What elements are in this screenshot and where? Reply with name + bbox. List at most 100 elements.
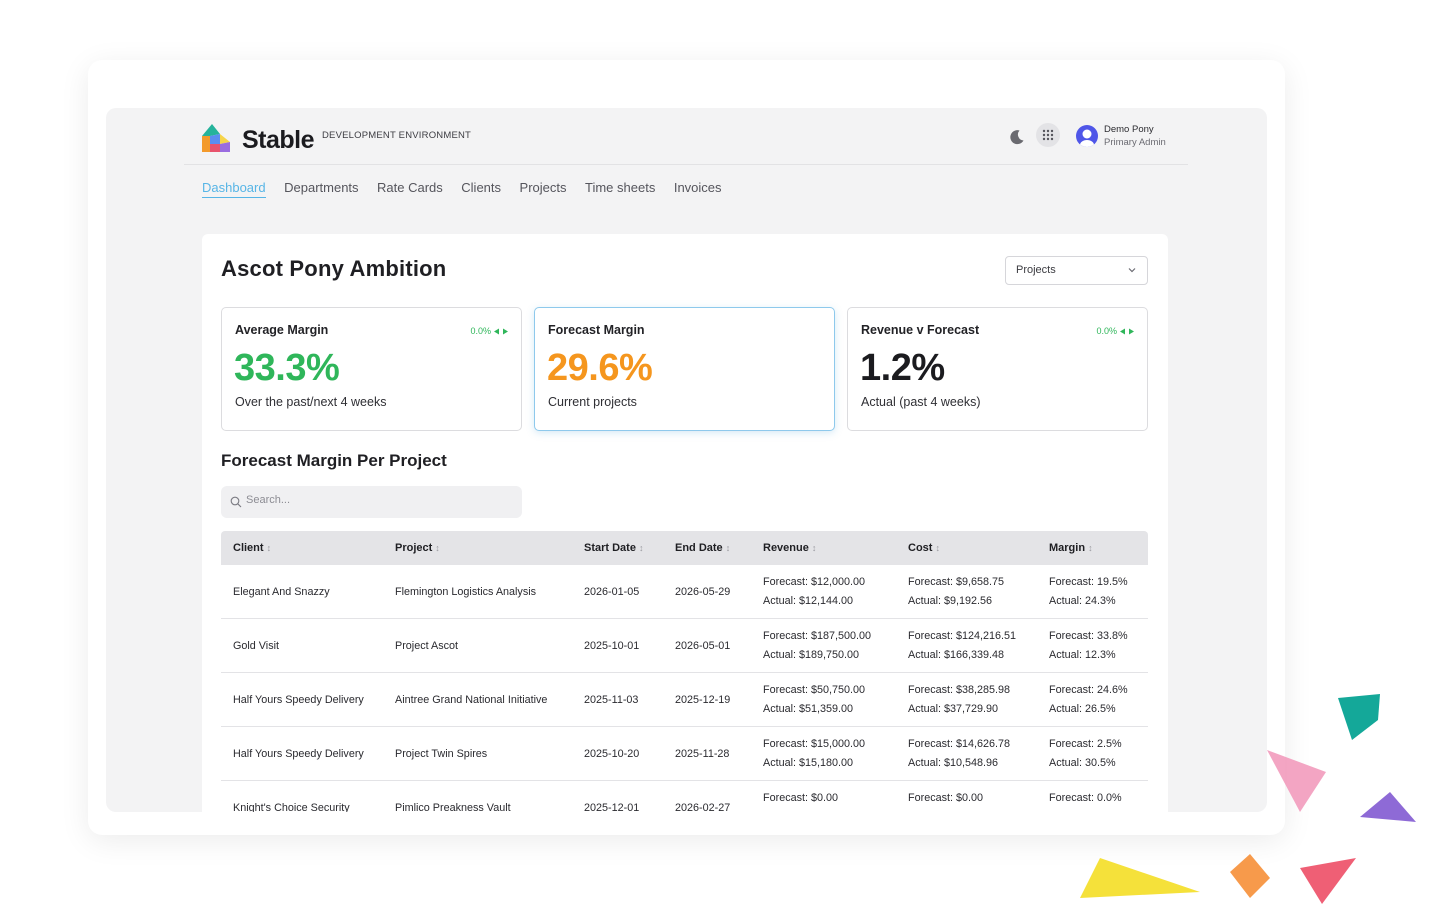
cell-margin-forecast: Forecast: 0.0% [1049,792,1122,804]
chevron-down-icon [1128,268,1136,273]
cell-start-date: 2025-12-01 [584,802,640,812]
cell-revenue-actual: Actual: $12,144.00 [763,595,854,607]
search-input[interactable] [246,494,506,506]
confetti-teal-shape [1338,694,1380,740]
column-header-end-date[interactable]: End Date ↕ [675,542,730,554]
cell-revenue-forecast: Forecast: $12,000.00 [763,576,866,588]
nav-item-time-sheets[interactable]: Time sheets [585,180,656,195]
cell-revenue-actual: Actual: $189,750.00 [763,649,860,661]
stat-value: 1.2% [860,347,945,389]
cell-client: Gold Visit [233,640,280,652]
cell-margin-actual: Actual: 24.3% [1049,595,1116,607]
cell-revenue-forecast: Forecast: $187,500.00 [763,630,872,642]
app-window: Stable DEVELOPMENT ENVIRONMENT Demo Pony… [106,108,1267,812]
cell-end-date: 2026-05-29 [675,586,731,598]
column-header-project[interactable]: Project ↕ [395,542,440,554]
table-row[interactable]: Knight's Choice Security Pimlico Preakne… [221,781,1148,812]
confetti-red-shape [1300,858,1356,904]
column-header-label: Cost [908,542,933,554]
sort-icon: ↕ [266,543,272,553]
cell-project: Project Ascot [395,640,459,652]
cell-cost-forecast: Forecast: $0.00 [908,792,984,804]
cell-margin-forecast: Forecast: 2.5% [1049,738,1122,750]
cell-client: Elegant And Snazzy [233,586,330,598]
user-role: Primary Admin [1104,137,1166,148]
cell-project: Project Twin Spires [395,748,488,760]
user-avatar-icon [1080,129,1094,147]
cell-cost-actual: Actual: $166,339.48 [908,649,1005,661]
cell-start-date: 2026-01-05 [584,586,640,598]
cell-cost-forecast: Forecast: $124,216.51 [908,630,1017,642]
apps-grid-button[interactable] [1036,123,1060,147]
cell-margin-forecast: Forecast: 19.5% [1049,576,1128,588]
stat-card-average-margin: Average Margin 0.0% 33.3% Over the past/… [221,307,522,431]
projects-table: Client ↕ Project ↕ Start Date ↕ End Date ↕ R… [221,531,1148,812]
cell-client: Knight's Choice Security [233,802,350,812]
view-select[interactable]: Projects [1005,256,1148,285]
nav-item-departments[interactable]: Departments [284,180,359,195]
stat-delta: 0.0% [1096,326,1134,336]
cell-end-date: 2026-05-01 [675,640,731,652]
decorative-confetti-shapes [1080,694,1416,904]
stat-title: Revenue v Forecast [861,323,980,337]
column-header-revenue[interactable]: Revenue ↕ [763,542,816,554]
sort-icon: ↕ [1088,543,1093,553]
sort-icon: ↕ [435,543,440,553]
cell-end-date: 2026-02-27 [675,802,731,812]
column-header-label: Start Date [584,542,636,554]
cell-project: Aintree Grand National Initiative [395,694,548,706]
user-name[interactable]: Demo Pony [1104,124,1154,135]
table-row[interactable]: Half Yours Speedy Delivery Project Twin … [221,727,1148,781]
delta-arrows-icon [1120,328,1134,334]
stat-card-revenue-v-forecast: Revenue v Forecast 0.0% 1.2% Actual (pas… [847,307,1148,431]
cell-start-date: 2025-11-03 [584,694,639,706]
sort-icon: ↕ [725,543,731,553]
search-icon [230,496,242,508]
stat-title: Average Margin [235,323,329,337]
cell-cost-actual: Actual: $37,729.90 [908,703,999,715]
confetti-purple-shape [1360,792,1416,822]
cell-margin-forecast: Forecast: 33.8% [1049,630,1128,642]
stat-delta-value: 0.0% [1096,326,1117,336]
column-header-label: Client [233,542,264,554]
column-header-label: Margin [1049,542,1086,554]
cell-revenue-forecast: Forecast: $0.00 [763,792,839,804]
stat-title: Forecast Margin [548,323,645,337]
column-header-label: End Date [675,542,723,554]
column-header-label: Revenue [763,542,809,554]
stat-value: 33.3% [234,347,340,389]
stat-subtitle: Current projects [548,395,637,409]
cell-revenue-actual: Actual: $15,180.00 [763,757,854,769]
column-header-client[interactable]: Client ↕ [233,542,271,554]
cell-project: Pimlico Preakness Vault [395,802,511,812]
cell-margin-actual: Actual: 26.5% [1049,703,1116,715]
confetti-pink-shape [1267,750,1326,812]
table-row[interactable]: Half Yours Speedy Delivery Aintree Grand… [221,673,1148,727]
cell-margin-actual: Actual: 30.5% [1049,757,1116,769]
nav-item-projects[interactable]: Projects [519,180,567,195]
column-header-start-date[interactable]: Start Date ↕ [584,542,643,554]
sort-icon: ↕ [811,543,817,553]
cell-cost-actual: Actual: $9,192.56 [908,595,993,607]
table-row[interactable]: Gold Visit Project Ascot 2025-10-01 2026… [221,619,1148,673]
cell-project: Flemington Logistics Analysis [395,586,537,598]
table-row[interactable]: Elegant And Snazzy Flemington Logistics … [221,565,1148,619]
search-box[interactable] [221,486,522,518]
sort-icon: ↕ [935,543,940,553]
nav-item-clients[interactable]: Clients [461,180,502,195]
column-header-cost[interactable]: Cost ↕ [908,542,940,554]
sort-icon: ↕ [638,543,644,553]
table-header: Client ↕ Project ↕ Start Date ↕ End Date ↕ R… [221,531,1148,565]
nav-item-dashboard[interactable]: Dashboard [202,180,266,198]
nav-item-rate-cards[interactable]: Rate Cards [377,180,443,195]
delta-arrows-icon [494,328,508,334]
dark-mode-moon-icon[interactable] [1008,128,1026,146]
confetti-yellow-shape [1080,858,1200,898]
nav-item-invoices[interactable]: Invoices [673,180,722,195]
user-avatar[interactable] [1076,125,1098,147]
column-header-margin[interactable]: Margin ↕ [1049,542,1093,554]
stat-value: 29.6% [547,347,653,389]
stable-logo-icon [202,124,230,152]
stat-delta-value: 0.0% [470,326,491,336]
cell-client: Half Yours Speedy Delivery [233,748,364,760]
